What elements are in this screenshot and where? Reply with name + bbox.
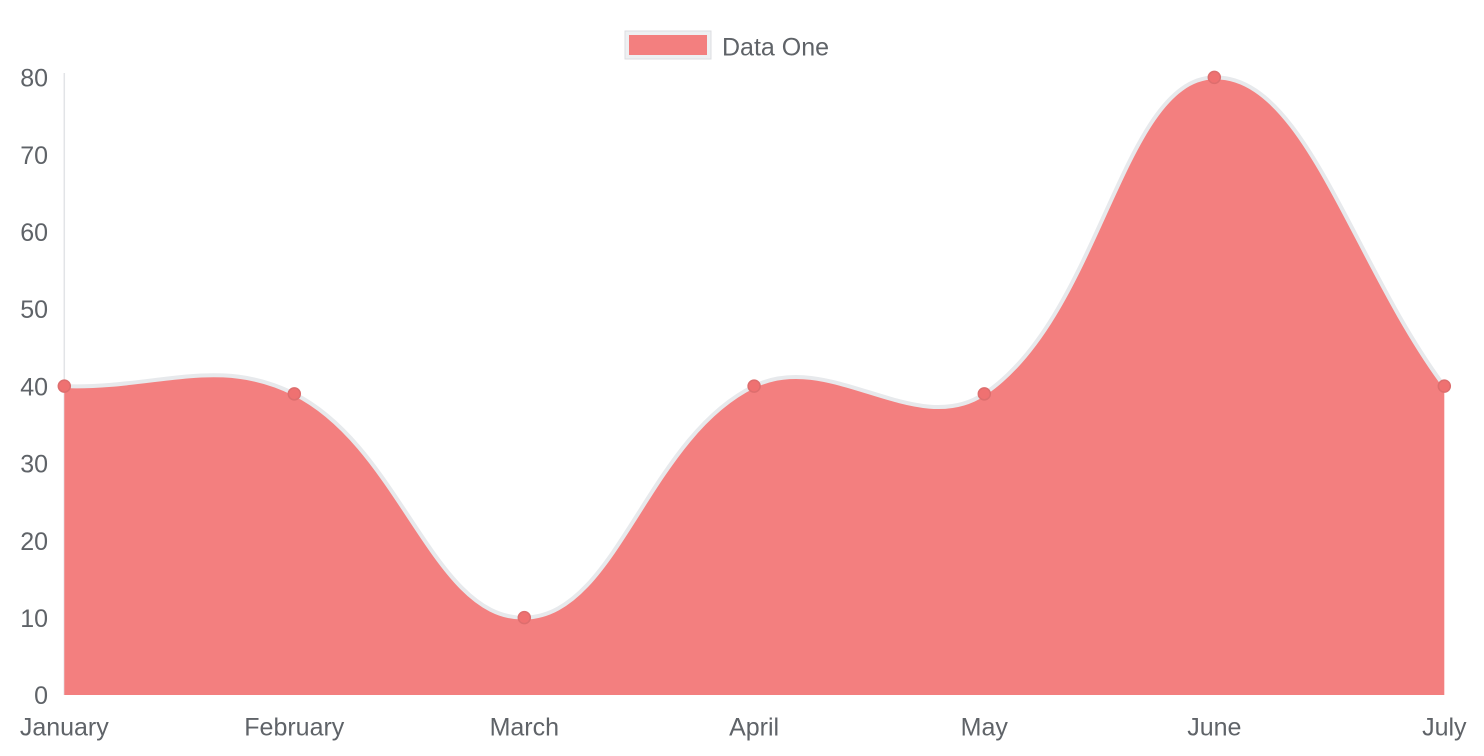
svg-text:40: 40 bbox=[20, 373, 48, 401]
svg-text:30: 30 bbox=[20, 451, 48, 479]
svg-text:80: 80 bbox=[20, 65, 48, 93]
svg-text:10: 10 bbox=[20, 605, 48, 633]
svg-text:June: June bbox=[1187, 714, 1241, 742]
svg-text:May: May bbox=[961, 714, 1009, 742]
svg-text:60: 60 bbox=[20, 219, 48, 247]
svg-text:0: 0 bbox=[34, 682, 48, 710]
svg-text:Data One: Data One bbox=[722, 34, 829, 62]
svg-text:50: 50 bbox=[20, 296, 48, 324]
svg-text:January: January bbox=[20, 714, 109, 742]
svg-text:July: July bbox=[1422, 714, 1467, 742]
svg-text:20: 20 bbox=[20, 528, 48, 556]
svg-text:February: February bbox=[244, 714, 345, 742]
svg-text:70: 70 bbox=[20, 142, 48, 170]
svg-text:March: March bbox=[490, 714, 559, 742]
svg-text:April: April bbox=[729, 714, 779, 742]
